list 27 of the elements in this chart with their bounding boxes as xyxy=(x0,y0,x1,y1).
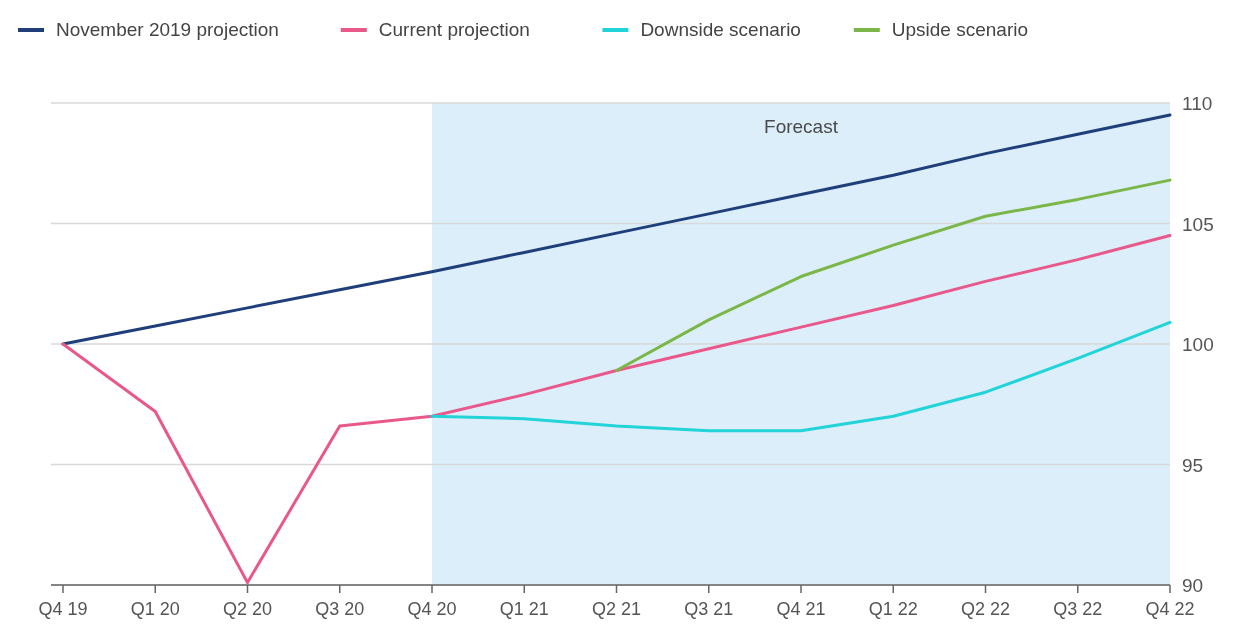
legend-label: Upside scenario xyxy=(891,19,1029,40)
x-tick-label: Q4 21 xyxy=(776,599,826,619)
y-tick-label: 95 xyxy=(1182,454,1204,476)
legend-label: Current projection xyxy=(378,19,530,40)
x-tick-label: Q1 21 xyxy=(499,599,549,619)
legend-label: November 2019 projection xyxy=(56,19,279,40)
x-tick-label: Q4 22 xyxy=(1145,599,1195,619)
y-tick-label: 110 xyxy=(1182,93,1213,114)
y-tick-label: 100 xyxy=(1182,334,1214,355)
band-label: Forecast xyxy=(764,116,839,137)
x-tick-label: Q2 20 xyxy=(222,599,273,619)
x-tick-label: Q4 20 xyxy=(407,599,457,619)
x-tick-label: Q1 20 xyxy=(130,599,180,619)
line-series xyxy=(61,234,1172,585)
legend-label: Downside scenario xyxy=(640,19,801,40)
x-tick-label: Q3 22 xyxy=(1053,599,1103,619)
line-series xyxy=(615,178,1172,373)
x-tick-label: Q1 22 xyxy=(868,599,918,619)
y-tick-label: 105 xyxy=(1182,213,1214,235)
line-series xyxy=(61,113,1172,346)
x-tick-label: Q4 19 xyxy=(38,599,88,619)
x-tick-label: Q3 21 xyxy=(684,599,734,619)
x-tick-label: Q2 21 xyxy=(591,599,642,619)
y-tick-label: 90 xyxy=(1182,575,1204,596)
x-tick-label: Q2 22 xyxy=(960,599,1011,619)
line-series xyxy=(430,320,1172,433)
x-tick-label: Q3 20 xyxy=(315,599,365,619)
